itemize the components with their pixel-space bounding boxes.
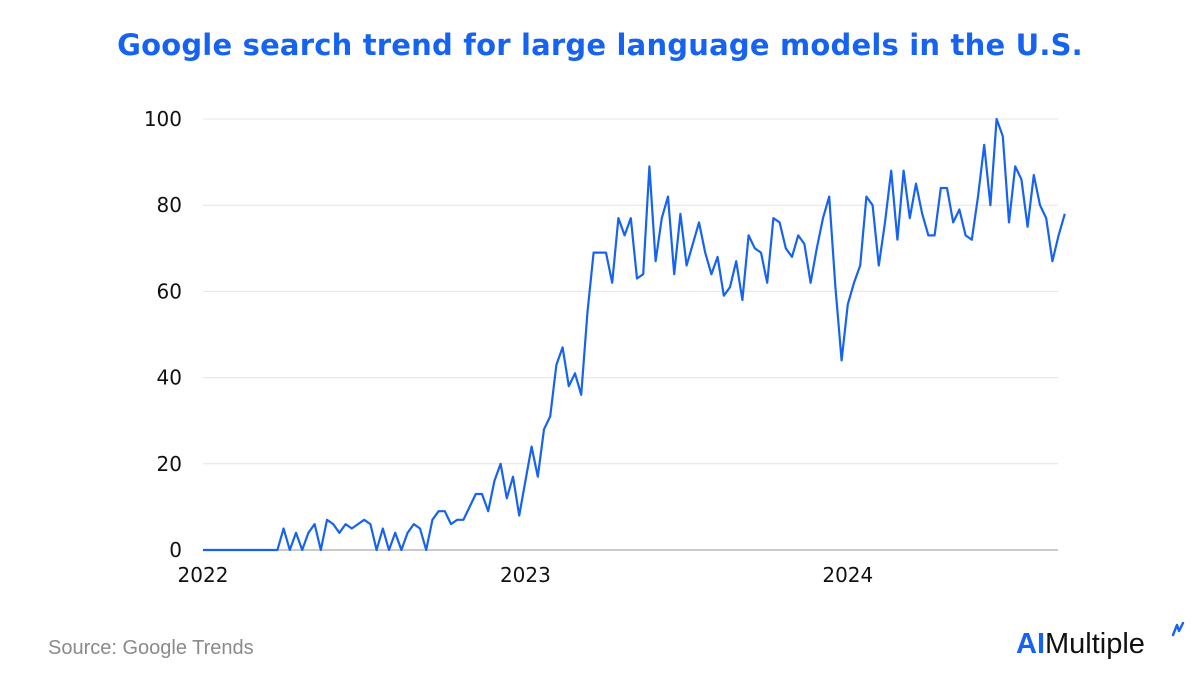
x-tick-label-2023: 2023 — [500, 563, 551, 587]
y-tick-label: 0 — [169, 538, 182, 562]
logo-mark-icon — [1171, 622, 1185, 637]
y-axis-ticks: 0 20 40 60 80 100 — [144, 107, 182, 562]
logo-rest-text: Multiple — [1045, 628, 1145, 660]
series-line — [203, 117, 1066, 552]
y-tick-label: 100 — [144, 107, 182, 131]
grid-lines — [203, 118, 1058, 465]
y-tick-label: 20 — [157, 452, 182, 476]
x-tick-label-2024: 2024 — [822, 563, 873, 587]
logo-ai-text: AI — [1016, 628, 1045, 660]
chart-title: Google search trend for large language m… — [117, 28, 1083, 62]
y-tick-label: 60 — [157, 279, 182, 303]
source-caption: Source: Google Trends — [48, 637, 254, 659]
y-tick-label: 80 — [157, 193, 182, 217]
x-axis-ticks: 2022 2023 2024 — [178, 563, 874, 587]
x-tick-label-2022: 2022 — [178, 563, 229, 587]
brand-logo: AIMultiple — [1016, 622, 1185, 661]
y-tick-label: 40 — [157, 366, 182, 390]
